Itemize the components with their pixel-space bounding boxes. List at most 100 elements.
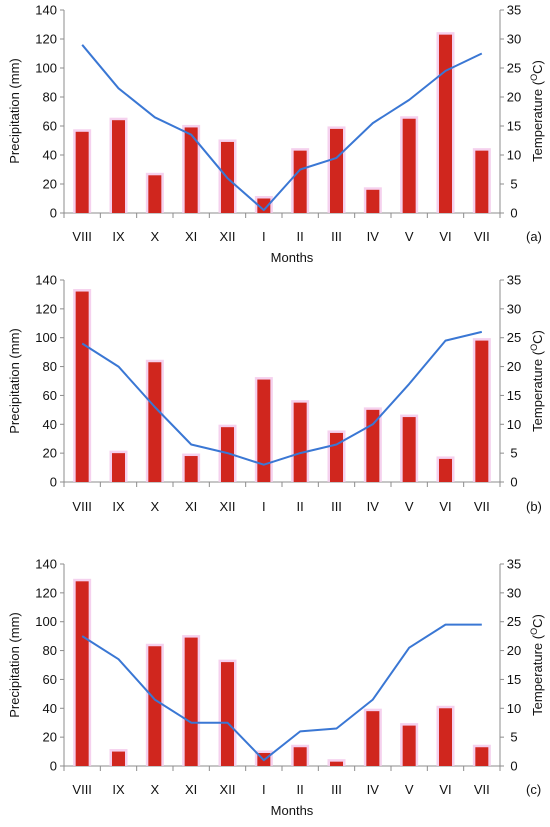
line-temperature [81,44,483,212]
y-tick-label-left: 20 [43,446,57,461]
bar-precipitation [184,456,198,482]
y-tick-label-right: 25 [507,330,521,345]
y-tick-label-right: 0 [510,475,517,490]
bar-precipitation [330,432,343,482]
bar-precipitation [221,662,234,766]
bar-precipitation [75,291,89,482]
y-axis-label-right: Temperature (OC) [529,60,545,162]
x-tick-label: XII [220,499,236,514]
bar-precipitation [257,198,271,213]
y-tick-label-left: 100 [35,614,57,629]
x-tick-label: XI [185,499,197,514]
x-tick-label: IV [367,499,380,514]
y-tick-label-left: 40 [43,417,57,432]
x-tick-label: III [331,782,342,797]
y-tick-label-right: 0 [510,206,517,221]
bar-precipitation [293,402,307,482]
bar-precipitation [475,747,489,766]
bar-precipitation [148,362,162,482]
y-tick-label-left: 80 [43,359,57,374]
panel-label: (c) [526,782,541,797]
y-tick-label-left: 140 [35,273,57,288]
bar-precipitation [439,458,452,482]
bar-precipitation [221,427,234,482]
y-tick-label-right: 30 [507,301,521,316]
bar-precipitation [366,711,380,766]
x-tick-label: I [262,782,266,797]
y-tick-label-right: 20 [507,359,521,374]
bar-precipitation [293,150,307,213]
bar-precipitation [475,340,489,482]
bar-precipitation [366,409,380,482]
y-tick-label-right: 5 [510,446,517,461]
y-tick-label-right: 15 [507,119,521,134]
y-tick-label-right: 25 [507,614,521,629]
x-tick-label: VI [439,499,451,514]
y-tick-label-left: 60 [43,119,57,134]
y-tick-label-left: 120 [35,301,57,316]
bar-precipitation [402,725,416,766]
x-axis-label: Months [271,250,314,265]
x-tick-label: IX [112,782,125,797]
y-axis-label-left: Precipitation (mm) [7,328,22,433]
y-tick-label-right: 10 [507,701,521,716]
bar-precipitation [257,379,271,482]
bar-precipitation [366,189,380,213]
bar-precipitation [112,751,125,766]
bar-precipitation [439,34,452,214]
y-tick-label-left: 0 [50,475,57,490]
y-tick-label-right: 15 [507,672,521,687]
bar-precipitation [293,747,307,766]
x-tick-label: VII [474,782,490,797]
bar-precipitation [330,128,343,213]
y-axis-label-left: Precipitation (mm) [7,612,22,717]
x-tick-label: X [150,229,159,244]
y-tick-label-right: 35 [507,273,521,288]
y-tick-label-right: 5 [510,177,517,192]
x-tick-label: X [150,499,159,514]
x-tick-label: II [297,782,304,797]
y-tick-label-left: 20 [43,730,57,745]
bar-precipitation [184,127,198,213]
x-tick-label: VIII [72,782,92,797]
line-temperature [81,330,483,466]
y-tick-label-left: 140 [35,3,57,18]
x-tick-label: VIII [72,499,92,514]
y-tick-label-left: 60 [43,388,57,403]
bar-precipitation [475,150,489,213]
y-tick-label-left: 140 [35,557,57,572]
y-tick-label-right: 35 [507,3,521,18]
y-axis-label-right: Temperature (OC) [529,614,545,716]
y-tick-label-right: 30 [507,585,521,600]
y-tick-label-left: 20 [43,177,57,192]
y-tick-label-left: 100 [35,330,57,345]
y-tick-label-left: 0 [50,206,57,221]
x-tick-label: III [331,499,342,514]
bar-precipitation [402,417,416,482]
y-tick-label-left: 0 [50,759,57,774]
y-tick-label-right: 25 [507,61,521,76]
y-axis-label-left: Precipitation (mm) [7,58,22,163]
y-tick-label-left: 60 [43,672,57,687]
x-tick-label: IV [367,782,380,797]
x-tick-label: VI [439,229,451,244]
x-tick-label: VII [474,499,490,514]
bar-precipitation [402,118,416,213]
x-tick-label: VII [474,229,490,244]
y-tick-label-left: 100 [35,61,57,76]
y-tick-label-right: 20 [507,90,521,105]
x-tick-label: V [405,229,414,244]
bar-precipitation [148,646,162,766]
y-tick-label-right: 5 [510,730,517,745]
x-tick-label: V [405,499,414,514]
y-axis-label-right: Temperature (OC) [529,330,545,432]
bar-precipitation [112,120,125,213]
y-tick-label-right: 30 [507,32,521,47]
bar-precipitation [439,708,452,766]
y-tick-label-right: 0 [510,759,517,774]
